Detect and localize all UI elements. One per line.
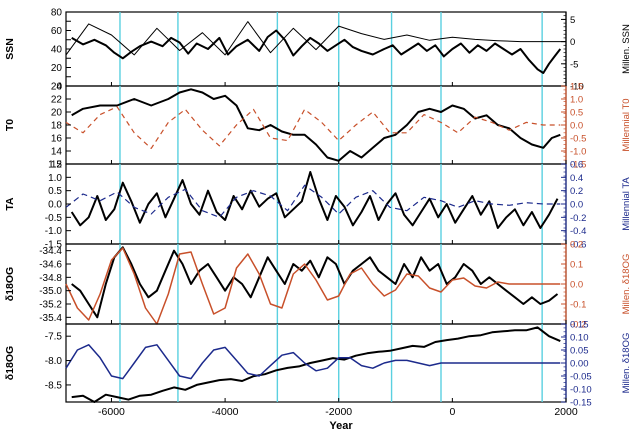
series-line-right — [65, 344, 561, 380]
left-tick-label: -8.0 — [45, 356, 63, 367]
panel-frame — [65, 85, 567, 165]
left-tick-label: 24 — [51, 82, 63, 93]
left-tick-label: 16 — [51, 134, 63, 145]
left-tick-label: 0.5 — [48, 186, 62, 197]
right-tick-label: -0.2 — [570, 320, 586, 331]
right-tick-label: 0.5 — [570, 108, 583, 119]
x-tick-label: 0 — [449, 406, 455, 418]
left-tick-label: 20 — [51, 108, 63, 119]
left-axis-label: T0 — [4, 119, 16, 131]
right-tick-label: -0.10 — [570, 385, 592, 396]
right-axis-label: Millennial T0 — [621, 98, 632, 151]
right-tick-label: 0.00 — [570, 359, 589, 370]
right-tick-label: -0.2 — [570, 213, 586, 224]
left-tick-label: 40 — [51, 45, 63, 56]
right-tick-label: 1.5 — [570, 82, 583, 93]
panel-ssn: 0 20 40 60 80 -10 -5 0 5 SSN Millen. SSN — [4, 8, 632, 93]
right-tick-label: -0.4 — [570, 226, 586, 237]
right-tick-label: -0.5 — [570, 134, 586, 145]
left-tick-label: -34.8 — [39, 273, 62, 284]
x-tick-label: 2000 — [554, 406, 578, 418]
right-tick-label: 1.0 — [570, 95, 583, 106]
right-axis-label: Millen. δ18OG — [621, 333, 632, 394]
left-tick-label: 1.5 — [48, 160, 62, 171]
right-tick-label: 0.15 — [570, 320, 589, 331]
right-axis-label: Millen. δ18OG — [621, 254, 632, 315]
left-axis-label: TA — [4, 197, 16, 211]
right-tick-label: -1.0 — [570, 147, 586, 158]
left-tick-label: 60 — [51, 26, 63, 37]
right-tick-label: 0.0 — [570, 280, 583, 291]
right-tick-label: -0.1 — [570, 300, 586, 311]
left-tick-label: 0 — [56, 82, 62, 93]
left-axis-label: δ18OG — [4, 267, 16, 301]
series-line-left — [71, 326, 561, 403]
right-tick-label: -5 — [570, 59, 578, 70]
right-tick-label: 0.2 — [570, 186, 583, 197]
right-tick-label: 0.10 — [570, 333, 589, 344]
right-tick-label: 0.4 — [570, 173, 583, 184]
right-tick-label: 5 — [570, 15, 575, 26]
series-line-left — [70, 171, 559, 229]
right-tick-label: -0.15 — [570, 398, 592, 409]
left-tick-label: 20 — [51, 63, 63, 74]
x-tick-label: -4000 — [212, 406, 239, 418]
left-tick-label: -0.5 — [45, 213, 63, 224]
left-tick-label: -34.6 — [39, 260, 62, 271]
series-line-left — [71, 88, 561, 162]
left-tick-label: -8.5 — [45, 380, 63, 391]
right-tick-label: -0.6 — [570, 240, 586, 251]
right-tick-label: -10 — [570, 82, 584, 93]
panel-ta: -1.5 -1.0 -0.5 0.0 0.5 1.0 1.5 -0.6 -0.4 -0.2 0.0 0… — [4, 160, 632, 251]
panel-d18o-2: -8.5 -8.0 -7.5 -0.15 -0.10 -0.05 0.00 0.05 0.10 0… — [4, 320, 632, 409]
chart-panels: 0 20 40 60 80 -10 -5 0 5 SSN Millen. SSN 12 14 16 18 20… — [4, 8, 632, 419]
right-tick-label: 0.0 — [570, 200, 583, 211]
right-tick-label: 0.1 — [570, 260, 583, 271]
right-tick-label: -0.05 — [570, 372, 592, 383]
left-tick-label: 1.0 — [48, 173, 62, 184]
x-tick-label: -2000 — [325, 406, 352, 418]
left-axis-label: SSN — [4, 38, 16, 60]
series-line-right — [65, 106, 561, 149]
right-tick-label: 0.0 — [570, 121, 583, 132]
right-axis-label: Millen. SSN — [621, 24, 632, 74]
left-tick-label: 22 — [51, 95, 63, 106]
left-tick-label: -34.4 — [39, 246, 62, 257]
series-line-right — [65, 184, 561, 218]
panel-d18o: -35.4 -35.2 -35.0 -34.8 -34.6 -34.4 -0.2 -0.1 0.… — [4, 240, 632, 331]
left-tick-label: -1.5 — [45, 240, 63, 251]
left-tick-label: 12 — [51, 160, 63, 171]
panel-t0: 12 14 16 18 20 22 24 -1.5 -1.0 -0.5 0.0 0.5 1.0 1.5 T0… — [4, 82, 632, 171]
left-tick-label: -35.4 — [39, 313, 62, 324]
left-tick-label: -1.0 — [45, 226, 63, 237]
right-tick-label: 0.05 — [570, 346, 589, 357]
x-tick-label: -6000 — [98, 406, 125, 418]
right-tick-label: -1.5 — [570, 160, 586, 171]
x-axis-label: Year — [329, 420, 353, 432]
right-tick-label: 0.2 — [570, 240, 583, 251]
left-axis-label: δ18OG — [4, 346, 16, 380]
right-axis-label: Millennial TA — [621, 177, 632, 231]
left-tick-label: 80 — [51, 8, 63, 19]
series-line-right — [65, 247, 561, 325]
series-line-left — [71, 246, 559, 319]
series-line-left — [71, 29, 562, 74]
left-tick-label: 0.0 — [48, 200, 62, 211]
left-tick-label: -35.2 — [39, 300, 62, 311]
left-tick-label: -7.5 — [45, 332, 63, 343]
left-tick-label: 14 — [51, 147, 63, 158]
right-tick-label: 0 — [570, 37, 575, 48]
series-line-right — [65, 21, 566, 56]
left-tick-label: 18 — [51, 121, 63, 132]
left-tick-label: -35.0 — [39, 286, 62, 297]
right-tick-label: 0.6 — [570, 160, 583, 171]
